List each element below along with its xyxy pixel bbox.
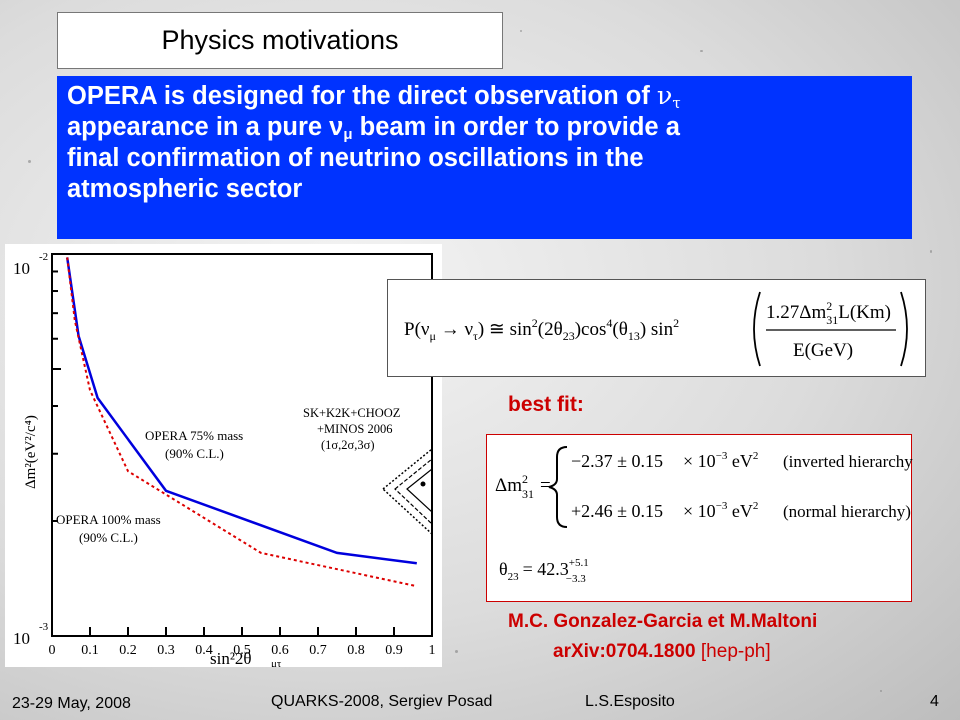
x-tick-label: 1 xyxy=(429,643,436,658)
series-75-label: OPERA 75% mass xyxy=(145,428,243,443)
brace xyxy=(548,446,568,528)
best-fit-label: best fit: xyxy=(508,393,584,416)
theta-fit: θ23 = 42.3+5.1 −3.3 xyxy=(499,557,589,585)
reference-authors: M.C. Gonzalez-Garcia et M.Maltoni xyxy=(508,611,818,632)
footer-date: 23-29 May, 2008 xyxy=(12,695,131,712)
arxiv-id[interactable]: arXiv:0704.1800 xyxy=(553,641,696,662)
y-top-label: 10 xyxy=(13,259,30,278)
mu-subscript: μ xyxy=(343,126,353,143)
background-speck xyxy=(880,690,882,692)
intro-text: appearance in a pure ν xyxy=(67,113,344,141)
x-axis-label-sub: μτ xyxy=(271,658,282,667)
background-speck xyxy=(700,50,703,52)
x-axis-label: sin²2θ xyxy=(210,649,252,667)
annotation-line-2: +MINOS 2006 xyxy=(317,422,392,436)
intro-line-1: OPERA is designed for the direct observa… xyxy=(67,81,902,112)
background-speck xyxy=(930,250,932,253)
background-speck xyxy=(520,30,522,32)
arxiv-category: [hep-ph] xyxy=(695,641,771,662)
y-bottom-label: 10 xyxy=(13,629,30,648)
series-75-line xyxy=(65,257,417,565)
footer-author: L.S.Esposito xyxy=(585,693,675,710)
x-tick-label: 0.7 xyxy=(309,643,327,658)
annotation-line-3: (1σ,2σ,3σ) xyxy=(321,438,375,452)
tick-marks xyxy=(51,270,433,637)
footer-conference: QUARKS-2008, Sergiev Posad xyxy=(271,693,493,710)
left-paren xyxy=(753,291,761,367)
fit-row-2-note: (normal hierarchy) xyxy=(783,502,911,521)
series-100-label: OPERA 100% mass xyxy=(56,512,161,527)
contour-regions xyxy=(381,447,433,536)
intro-box: OPERA is designed for the direct observa… xyxy=(57,76,912,239)
intro-line-4: atmospheric sector xyxy=(67,175,303,203)
x-tick-label: 0.2 xyxy=(119,643,137,658)
footer-page-number: 4 xyxy=(930,693,939,710)
y-bottom-exp: -3 xyxy=(39,621,49,633)
y-axis-label: Δm²(eV²/c⁴) xyxy=(23,415,39,489)
fit-row-2: +2.46 ± 0.15 × 10−3 eV2 xyxy=(571,500,758,521)
x-tick-labels: 0 0.1 0.2 0.3 0.4 0.5 0.6 0.7 0.8 0.9 1 xyxy=(49,643,436,658)
formula-denominator: E(GeV) xyxy=(793,340,853,361)
x-tick-label: 0 xyxy=(49,643,56,658)
best-fit-box: Δm2 31 = −2.37 ± 0.15 × 10−3 eV2 (inverted … xyxy=(486,434,918,602)
background-speck xyxy=(455,650,458,653)
x-tick-label: 0.3 xyxy=(157,643,175,658)
series-layer xyxy=(65,257,418,588)
fit-lhs: Δm2 31 = xyxy=(495,472,551,501)
slide-title: Physics motivations xyxy=(57,12,503,69)
fit-row-1: −2.37 ± 0.15 × 10−3 eV2 xyxy=(571,450,758,471)
annotation-line-1: SK+K2K+CHOOZ xyxy=(303,406,400,420)
oscillation-formula: P(νμ → ντ) ≅ sin2(2θ23)cos4(θ13) sin2 1.… xyxy=(387,279,926,377)
tau-subscript: τ xyxy=(672,94,681,112)
x-tick-label: 0.5 xyxy=(233,643,251,658)
slide-title-text: Physics motivations xyxy=(161,25,399,55)
best-fit-svg: Δm2 31 = −2.37 ± 0.15 × 10−3 eV2 (inverted … xyxy=(495,446,918,585)
background-speck xyxy=(28,160,31,163)
intro-line-2: appearance in a pure νμ beam in order to… xyxy=(67,112,902,143)
x-tick-label: 0.1 xyxy=(81,643,99,658)
formula-svg: P(νμ → ντ) ≅ sin2(2θ23)cos4(θ13) sin2 1.… xyxy=(404,291,908,367)
intro-text: beam in order to provide a xyxy=(352,113,680,141)
sensitivity-chart: 0 0.1 0.2 0.3 0.4 0.5 0.6 0.7 0.8 0.9 1 10 -2 10 -… xyxy=(5,244,442,670)
x-tick-label: 0.9 xyxy=(385,643,403,658)
chart-svg: 0 0.1 0.2 0.3 0.4 0.5 0.6 0.7 0.8 0.9 1 10 -2 10 -… xyxy=(13,251,436,670)
reference-arxiv: arXiv:0704.1800 [hep-ph] xyxy=(553,641,771,663)
formula-numerator: 1.27Δm2 31L(Km) xyxy=(766,299,891,327)
y-top-exp: -2 xyxy=(39,251,48,263)
formula-main: P(νμ → ντ) ≅ sin2(2θ23)cos4(θ13) sin2 xyxy=(404,316,679,343)
x-tick-label: 0.4 xyxy=(195,643,213,658)
x-tick-label: 0.6 xyxy=(271,643,289,658)
right-paren xyxy=(900,291,908,367)
intro-text: OPERA is designed for the direct observa… xyxy=(67,82,657,110)
series-75-cl: (90% C.L.) xyxy=(165,446,224,461)
fit-row-1-note: (inverted hierarchy) xyxy=(783,452,913,471)
series-100-cl: (90% C.L.) xyxy=(79,530,138,545)
x-tick-label: 0.8 xyxy=(347,643,365,658)
plot-frame xyxy=(51,253,433,637)
intro-line-3: final confirmation of neutrino oscillati… xyxy=(67,144,644,172)
nu-symbol: ν xyxy=(656,81,673,111)
